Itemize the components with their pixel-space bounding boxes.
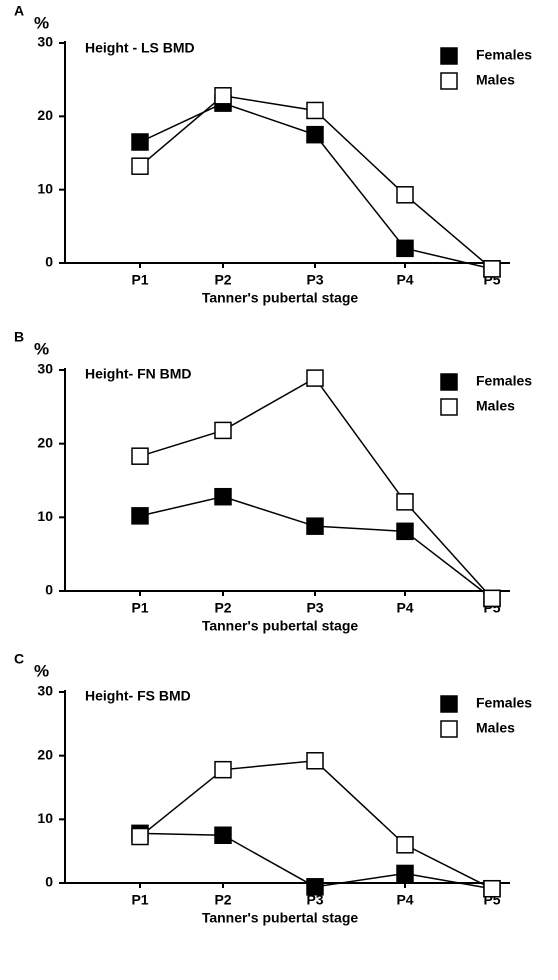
data-point	[396, 864, 414, 883]
x-tick-label: P3	[306, 272, 323, 288]
data-point	[306, 125, 324, 144]
data-point	[396, 239, 414, 258]
series-line	[139, 759, 493, 890]
legend-label: Males	[476, 398, 515, 414]
legend-swatch	[440, 72, 458, 90]
data-point	[214, 826, 232, 844]
data-point	[396, 836, 414, 854]
panel-label: B	[14, 329, 24, 345]
y-tick-label: 30	[37, 361, 53, 377]
data-point	[214, 421, 232, 440]
legend-swatch	[440, 398, 458, 416]
x-tick-label: P1	[131, 272, 148, 288]
y-tick-label: 20	[37, 434, 53, 450]
panel-label: A	[14, 3, 24, 19]
chart-title: Height- FS BMD	[85, 688, 191, 704]
data-point	[483, 260, 501, 278]
data-point	[131, 157, 149, 175]
x-tick-label: P4	[396, 892, 413, 908]
y-tick-label: 0	[45, 254, 53, 270]
y-tick-label: 20	[37, 107, 53, 123]
y-axis-label: %	[34, 13, 49, 32]
legend-label: Females	[476, 373, 532, 389]
y-axis-label: %	[34, 339, 49, 358]
data-point	[131, 507, 149, 525]
series-line	[139, 377, 493, 599]
legend-swatch	[440, 695, 458, 713]
data-point	[131, 827, 149, 846]
legend-label: Males	[476, 72, 515, 88]
x-tick-label: P1	[131, 600, 148, 616]
data-point	[131, 447, 149, 465]
data-point	[396, 522, 414, 541]
x-axis-label: Tanner's pubertal stage	[202, 290, 359, 306]
y-tick-label: 20	[37, 746, 53, 762]
series-line	[139, 495, 493, 599]
data-point	[214, 87, 232, 105]
chart-title: Height- FN BMD	[85, 366, 192, 382]
legend-label: Females	[476, 47, 532, 63]
x-tick-label: P2	[214, 892, 231, 908]
legend-swatch	[440, 720, 458, 738]
x-tick-label: P4	[396, 272, 413, 288]
data-point	[306, 878, 324, 896]
panel-label: C	[14, 651, 24, 667]
x-tick-label: P4	[396, 600, 413, 616]
x-axis-label: Tanner's pubertal stage	[202, 910, 359, 926]
data-point	[214, 487, 232, 506]
x-tick-label: P2	[214, 272, 231, 288]
data-point	[214, 760, 232, 779]
y-tick-label: 0	[45, 582, 53, 598]
data-point	[306, 752, 324, 770]
y-tick-label: 30	[37, 683, 53, 699]
data-point	[483, 879, 501, 898]
data-point	[306, 369, 324, 387]
x-tick-label: P3	[306, 600, 323, 616]
chart-title: Height - LS BMD	[85, 40, 195, 56]
data-point	[306, 101, 324, 120]
data-point	[396, 493, 414, 511]
x-tick-label: P1	[131, 892, 148, 908]
data-point	[396, 186, 414, 204]
legend-label: Males	[476, 720, 515, 736]
series-line	[139, 95, 493, 270]
data-point	[483, 589, 501, 608]
legend-swatch	[440, 47, 458, 65]
legend-label: Females	[476, 695, 532, 711]
legend-swatch	[440, 373, 458, 391]
data-point	[306, 517, 324, 535]
y-axis-label: %	[34, 661, 49, 680]
data-point	[131, 133, 149, 151]
y-tick-label: 10	[37, 508, 53, 524]
y-tick-label: 0	[45, 874, 53, 890]
x-tick-label: P2	[214, 600, 231, 616]
y-tick-label: 30	[37, 34, 53, 50]
x-axis-label: Tanner's pubertal stage	[202, 618, 359, 634]
y-tick-label: 10	[37, 810, 53, 826]
y-tick-label: 10	[37, 180, 53, 196]
x-tick-label: P3	[306, 892, 323, 908]
